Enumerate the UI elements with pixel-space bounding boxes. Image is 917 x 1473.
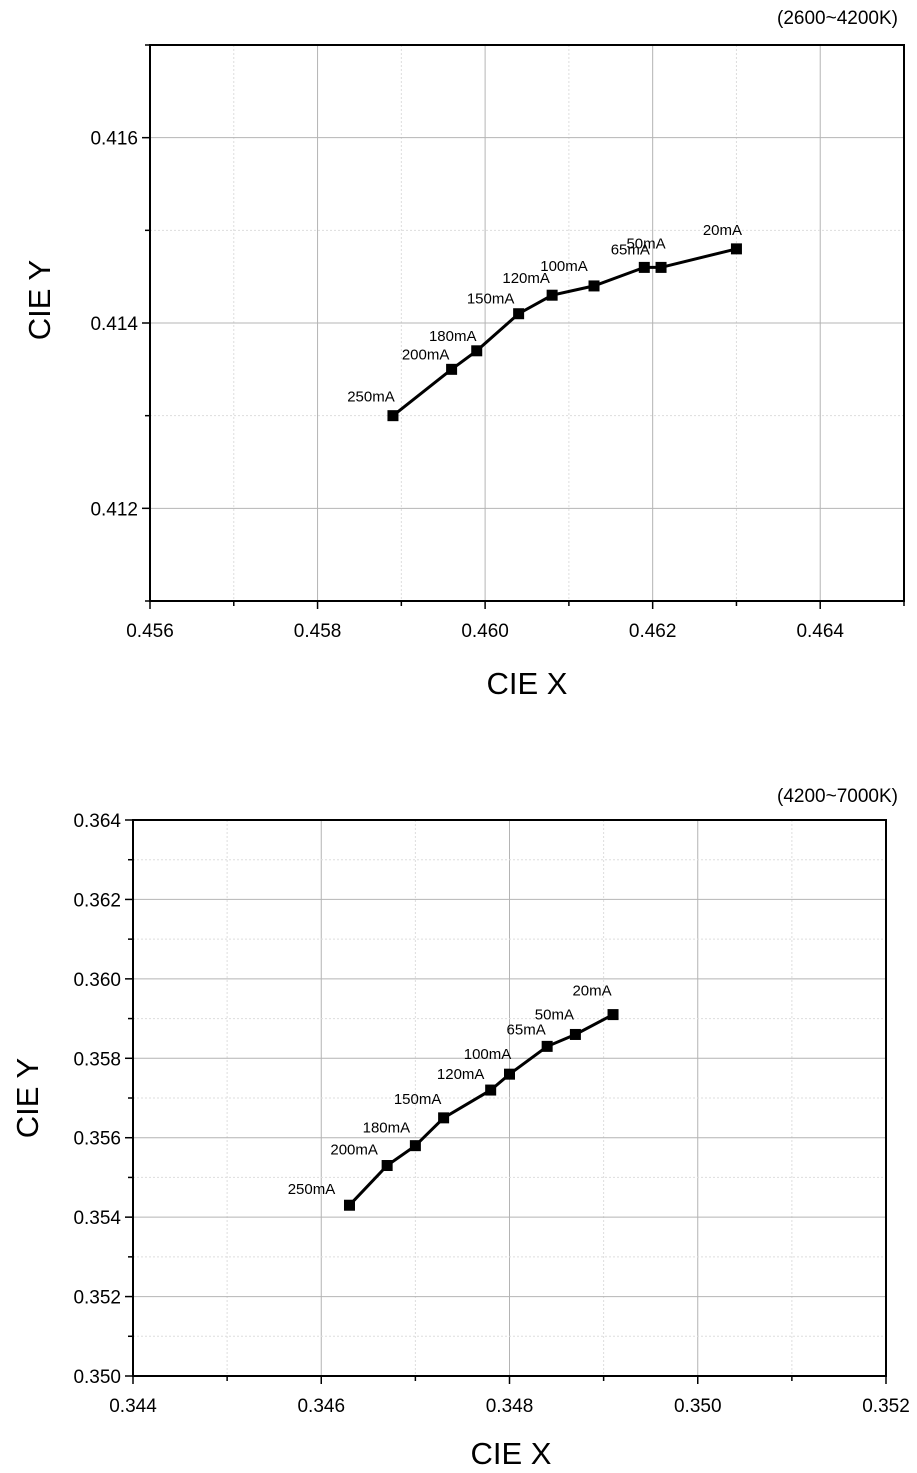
data-point-label: 65mA (507, 1021, 546, 1038)
data-point-marker (471, 345, 483, 357)
data-point-marker (607, 1009, 619, 1021)
y-tick-label: 0.356 (73, 1129, 121, 1150)
y-axis-title: CIE Y (10, 1058, 45, 1138)
series-line (348, 1013, 614, 1207)
data-point-marker (655, 261, 667, 273)
y-tick-label: 0.414 (90, 314, 138, 335)
data-point-marker (438, 1112, 450, 1124)
x-tick-label: 0.464 (796, 621, 844, 642)
y-axis-title: CIE Y (22, 260, 57, 340)
data-point-label: 20mA (703, 222, 742, 239)
x-tick-label: 0.346 (297, 1396, 345, 1417)
y-tick-label: 0.354 (73, 1208, 121, 1229)
x-tick-label: 0.348 (486, 1396, 534, 1417)
x-axis-title: CIE X (471, 1436, 552, 1471)
data-point-marker (387, 410, 399, 422)
data-point-label: 120mA (502, 270, 550, 287)
data-point-marker (730, 243, 742, 255)
data-point-marker (381, 1160, 393, 1172)
y-tick-label: 0.350 (73, 1367, 121, 1388)
data-point-label: 20mA (572, 983, 611, 1000)
x-tick-label: 0.460 (461, 621, 509, 642)
x-tick-label: 0.458 (294, 621, 342, 642)
data-point-label: 200mA (330, 1142, 378, 1159)
data-point-marker (446, 363, 458, 375)
y-tick-label: 0.412 (90, 499, 138, 520)
cie-chart-2600-4200k: (2600~4200K) 0.456 0.458 0.460 0.462 0.464 0.… (22, 8, 905, 701)
y-tick-label: 0.362 (73, 890, 121, 911)
data-point-label: 250mA (288, 1181, 336, 1198)
data-point-marker (638, 261, 650, 273)
data-point-label: 180mA (363, 1120, 411, 1137)
data-point-marker (504, 1068, 515, 1080)
x-axis-title: CIE X (487, 666, 568, 701)
y-tick-label: 0.364 (73, 811, 121, 832)
data-point-label: 250mA (347, 389, 395, 406)
data-point-label: 150mA (394, 1091, 442, 1108)
data-point-label: 120mA (437, 1066, 485, 1083)
data-point-marker (409, 1140, 421, 1152)
y-tick-label: 0.358 (73, 1049, 121, 1070)
data-point-marker (546, 289, 558, 301)
y-tick-label: 0.352 (73, 1288, 121, 1309)
data-point-label: 100mA (540, 258, 588, 275)
data-point-marker (588, 280, 600, 292)
data-point-marker (485, 1084, 497, 1096)
data-point-marker (541, 1040, 553, 1052)
chart-note: (4200~7000K) (777, 786, 898, 807)
data-point-marker (343, 1199, 355, 1211)
data-point-label: 180mA (429, 328, 477, 345)
x-tick-label: 0.456 (126, 621, 174, 642)
y-tick-label: 0.360 (73, 970, 121, 991)
x-tick-label: 0.352 (862, 1396, 910, 1417)
data-point-label: 200mA (402, 346, 450, 363)
data-point-label: 100mA (464, 1046, 512, 1063)
data-point-label: 65mA (611, 241, 650, 258)
data-point-marker (513, 308, 525, 320)
x-tick-label: 0.344 (109, 1396, 157, 1417)
x-tick-label: 0.350 (674, 1396, 722, 1417)
data-point-marker (569, 1028, 581, 1040)
y-tick-label: 0.416 (90, 129, 138, 150)
x-tick-label: 0.462 (629, 621, 677, 642)
data-point-label: 50mA (535, 1006, 574, 1023)
chart-note: (2600~4200K) (777, 8, 898, 29)
cie-chart-4200-7000k: (4200~7000K) 0.344 0.346 0.348 0.350 0.352 0.… (10, 786, 910, 1471)
data-point-label: 50mA (626, 235, 665, 252)
data-point-label: 150mA (467, 291, 515, 308)
